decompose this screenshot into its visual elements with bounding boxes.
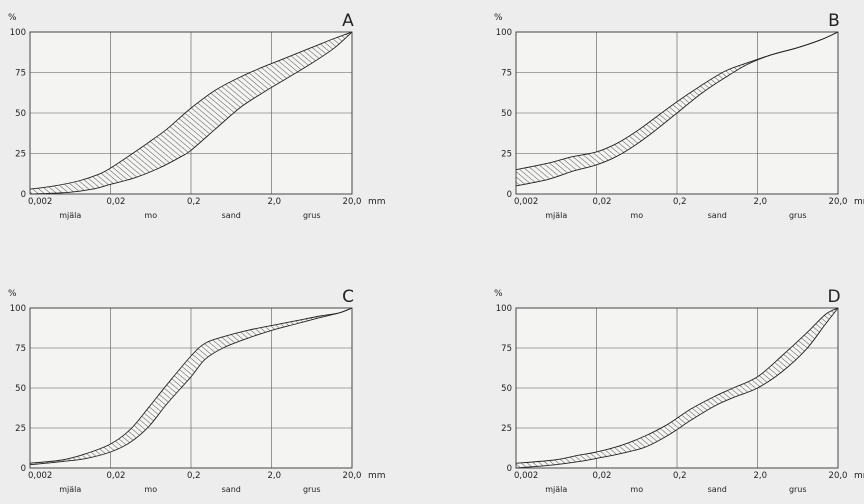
- y-tick-label: 50: [15, 109, 26, 119]
- x-tick-label: 0,02: [593, 471, 612, 481]
- x-tick-label: 0,2: [673, 197, 687, 207]
- soil-class-label: mo: [144, 211, 157, 220]
- x-tick-label: 0,002: [28, 471, 52, 481]
- x-tick-label: 20,0: [343, 471, 362, 481]
- grading-chart-c: 0 25 50 75 100% 0,002 0,02 0,2 2,0 20,0 mm mjäla mo s…: [8, 287, 386, 494]
- soil-class-label: grus: [789, 211, 807, 220]
- soil-class-label: mjäla: [545, 211, 567, 220]
- plot-frame: [29, 307, 353, 469]
- grading-chart-a: 0 25 50 75 100% 0,002 0,02 0,2 2,0 20,0 mm mjäla mo s…: [8, 11, 386, 220]
- y-axis-label: %: [8, 289, 17, 299]
- x-tick-label: 2,0: [754, 197, 768, 207]
- x-unit-label: mm: [368, 197, 386, 207]
- lower-boundary-line: [29, 31, 353, 195]
- x-tick-label: 0,002: [514, 197, 538, 207]
- panel-letter: D: [827, 287, 840, 307]
- soil-class-label: mo: [630, 211, 643, 220]
- y-tick-label: 100: [496, 304, 512, 314]
- plot-frame: [515, 31, 839, 195]
- soil-class-label: grus: [303, 485, 321, 494]
- x-tick-label: 20,0: [829, 197, 848, 207]
- y-tick-label: 0: [21, 464, 26, 474]
- x-unit-label: mm: [368, 471, 386, 481]
- y-tick-label: 50: [501, 109, 512, 119]
- x-tick-label: 0,2: [673, 471, 687, 481]
- x-tick-label: 0,002: [28, 197, 52, 207]
- panel-letter: A: [342, 11, 354, 31]
- x-tick-label: 20,0: [343, 197, 362, 207]
- upper-boundary-line: [29, 31, 353, 190]
- x-unit-label: mm: [854, 197, 864, 207]
- y-tick-label: 100: [10, 28, 26, 38]
- upper-boundary-line: [515, 307, 839, 464]
- lower-boundary-line: [29, 307, 353, 466]
- soil-class-label: grus: [303, 211, 321, 220]
- x-tick-label: 0,02: [593, 197, 612, 207]
- y-tick-label: 25: [15, 150, 26, 160]
- grading-chart-d: 0 25 50 75 100% 0,002 0,02 0,2 2,0 20,0 mm mjäla mo s…: [494, 287, 864, 494]
- y-tick-label: 100: [10, 304, 26, 314]
- y-tick-label: 50: [501, 384, 512, 394]
- y-axis-label: %: [494, 13, 503, 23]
- x-tick-label: 0,2: [187, 197, 201, 207]
- y-tick-label: 25: [15, 424, 26, 434]
- x-tick-label: 20,0: [829, 471, 848, 481]
- soil-class-label: mo: [144, 485, 157, 494]
- y-tick-label: 25: [501, 424, 512, 434]
- grading-chart-b: 0 25 50 75 100% 0,002 0,02 0,2 2,0 20,0 mm mjäla mo s…: [494, 11, 864, 220]
- panel-letter: B: [828, 11, 840, 31]
- soil-class-label: mjäla: [545, 485, 567, 494]
- y-axis-label: %: [494, 289, 503, 299]
- y-tick-label: 100: [496, 28, 512, 38]
- y-tick-label: 0: [21, 190, 26, 200]
- y-axis-label: %: [8, 13, 17, 23]
- soil-class-label: sand: [222, 485, 241, 494]
- y-tick-label: 75: [501, 344, 512, 354]
- y-tick-label: 75: [15, 344, 26, 354]
- y-tick-label: 25: [501, 150, 512, 160]
- upper-boundary-line: [29, 307, 353, 464]
- soil-class-label: sand: [222, 211, 241, 220]
- soil-class-label: mo: [630, 485, 643, 494]
- x-tick-label: 2,0: [268, 197, 282, 207]
- y-tick-label: 0: [507, 464, 512, 474]
- y-tick-label: 50: [15, 384, 26, 394]
- y-tick-label: 75: [501, 69, 512, 79]
- soil-class-label: grus: [789, 485, 807, 494]
- grading-band: [516, 32, 838, 186]
- grading-band: [30, 32, 352, 194]
- lower-boundary-line: [515, 31, 839, 187]
- x-tick-label: 0,02: [107, 471, 126, 481]
- soil-class-label: sand: [708, 485, 727, 494]
- plot-frame: [29, 31, 353, 195]
- x-tick-label: 2,0: [754, 471, 768, 481]
- x-tick-label: 2,0: [268, 471, 282, 481]
- x-tick-label: 0,002: [514, 471, 538, 481]
- soil-class-label: mjäla: [59, 211, 81, 220]
- panel-letter: C: [342, 287, 354, 307]
- x-unit-label: mm: [854, 471, 864, 481]
- x-tick-label: 0,02: [107, 197, 126, 207]
- lower-boundary-line: [515, 307, 839, 469]
- x-tick-label: 0,2: [187, 471, 201, 481]
- y-tick-label: 75: [15, 69, 26, 79]
- soil-class-label: mjäla: [59, 485, 81, 494]
- soil-class-label: sand: [708, 211, 727, 220]
- plot-frame: [515, 307, 839, 469]
- y-tick-label: 0: [507, 190, 512, 200]
